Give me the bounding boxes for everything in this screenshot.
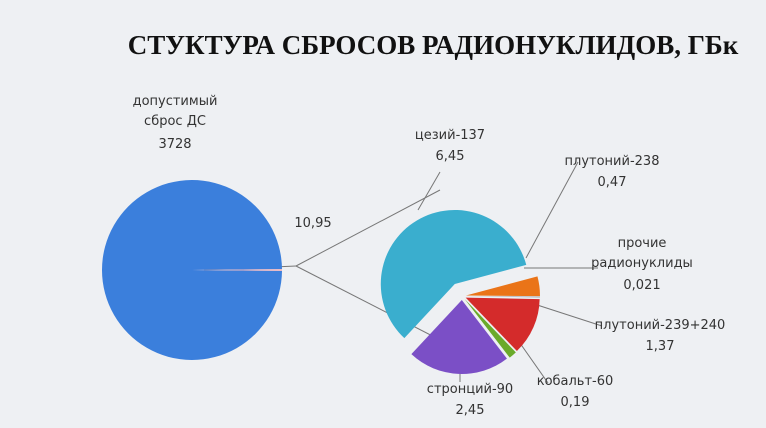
value-label: 3728 — [158, 137, 192, 152]
value-label: 0,021 — [623, 278, 661, 293]
category-label: плутоний-239+240 — [594, 318, 726, 333]
pie-slice — [465, 276, 540, 297]
value-label: 2,45 — [455, 403, 485, 418]
chart-title: СТУКТУРА СБРОСОВ РАДИОНУКЛИДОВ, ГБк — [127, 30, 739, 60]
leader-line — [417, 171, 441, 211]
pie-slice — [464, 299, 516, 358]
category-label: допустимый сброс ДС — [132, 94, 218, 129]
leader-line — [525, 161, 579, 259]
value-label: 1,37 — [645, 339, 675, 354]
pie-slice — [465, 297, 540, 351]
value-label: 0,47 — [597, 175, 627, 190]
pie-slice — [380, 210, 527, 339]
pie-slice — [465, 296, 540, 298]
category-label: стронций-90 — [426, 382, 514, 397]
value-label: 10,95 — [294, 216, 332, 231]
pie-slice — [411, 299, 507, 374]
connector — [295, 189, 441, 267]
category-label: прочие радионуклиды — [591, 236, 693, 271]
category-label: цезий-137 — [414, 128, 486, 143]
pie-slice — [101, 180, 282, 360]
leader-line — [527, 301, 603, 327]
value-label: 0,19 — [560, 395, 590, 410]
value-label: 6,45 — [435, 149, 465, 164]
category-label: плутоний-238 — [564, 154, 660, 169]
connector — [295, 265, 451, 346]
category-label: кобальт-60 — [536, 374, 614, 389]
pie-slice — [192, 269, 282, 271]
